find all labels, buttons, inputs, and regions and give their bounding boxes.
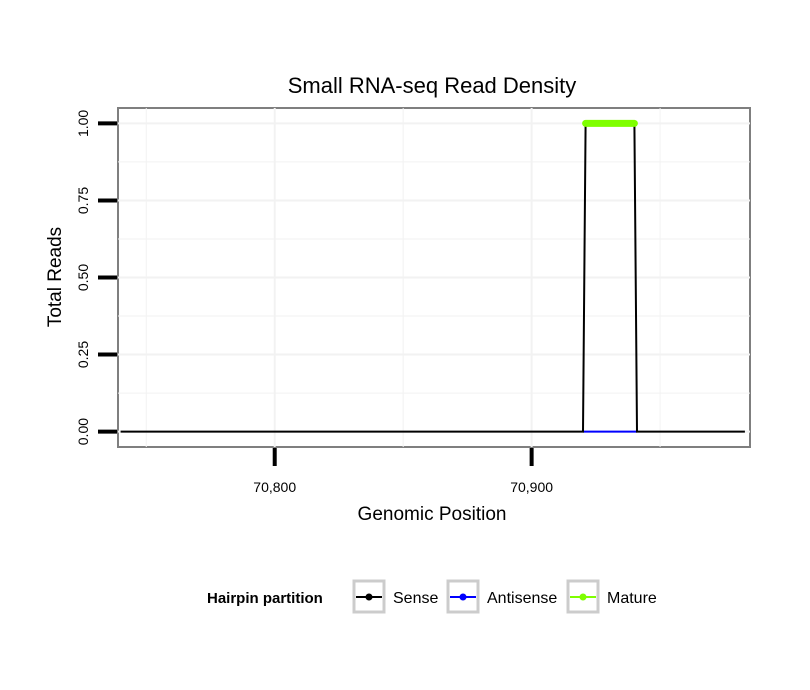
legend-item-sense: Sense xyxy=(352,579,438,614)
x-tick-label: 70,800 xyxy=(253,479,296,495)
data-series xyxy=(120,119,745,433)
y-tick-label: 1.00 xyxy=(75,110,91,137)
y-axis-title: Total Reads xyxy=(45,227,66,327)
legend-label-mature: Mature xyxy=(607,590,657,607)
x-axis: 70,800 70,900 xyxy=(253,448,553,495)
y-tick-label: 0.00 xyxy=(75,418,91,445)
y-tick-label: 0.75 xyxy=(75,187,91,214)
x-axis-title: Genomic Position xyxy=(358,504,507,525)
legend-item-mature: Mature xyxy=(566,579,657,614)
legend-point-antisense xyxy=(459,593,467,601)
legend-point-sense xyxy=(365,593,373,601)
chart-title: Small RNA-seq Read Density xyxy=(288,73,577,98)
legend-label-antisense: Antisense xyxy=(487,590,557,607)
legend-label-sense: Sense xyxy=(393,590,438,607)
legend-point-mature xyxy=(579,593,587,601)
y-tick-label: 0.50 xyxy=(75,264,91,291)
x-tick-label: 70,900 xyxy=(510,479,553,495)
legend-title: Hairpin partition xyxy=(207,590,323,607)
legend: Hairpin partition Sense Antisense Mature xyxy=(207,579,657,614)
y-tick-label: 0.25 xyxy=(75,341,91,368)
legend-item-antisense: Antisense xyxy=(446,579,557,614)
y-axis: 0.00 0.25 0.50 0.75 1.00 xyxy=(75,110,117,445)
